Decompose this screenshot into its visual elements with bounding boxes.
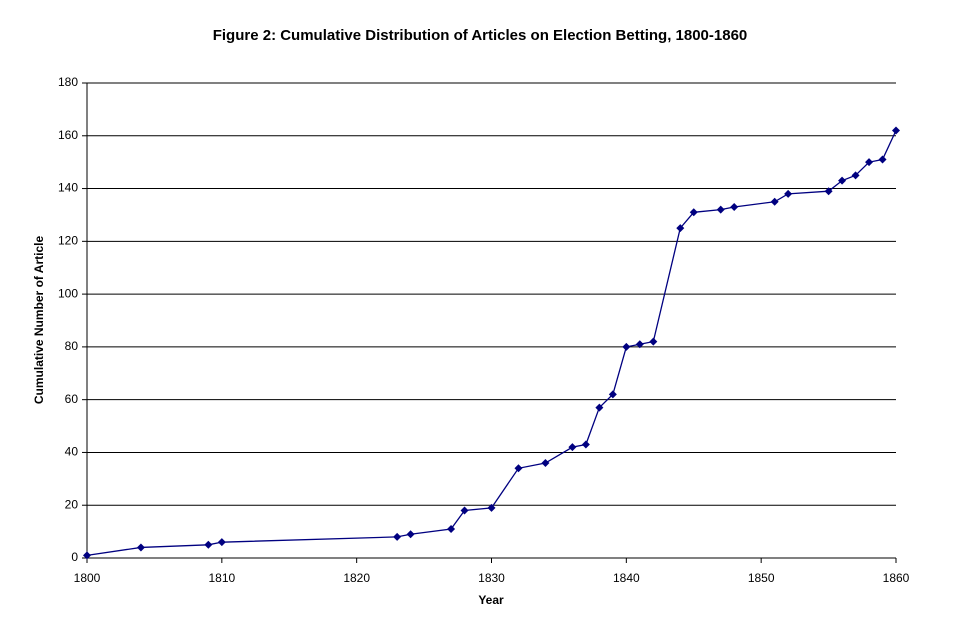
y-tick-label: 120: [58, 234, 78, 248]
y-tick-label: 40: [65, 445, 79, 459]
data-point: [541, 459, 550, 467]
x-tick-label: 1810: [208, 571, 235, 585]
data-point: [487, 503, 496, 512]
data-point: [838, 176, 847, 185]
x-tick-label: 1840: [613, 571, 640, 585]
y-tick-label: 20: [65, 497, 79, 511]
x-tick-label: 1800: [74, 571, 101, 585]
data-point: [851, 171, 860, 180]
data-point: [892, 126, 900, 135]
data-point: [878, 155, 887, 164]
data-point: [865, 158, 874, 167]
data-point: [730, 203, 739, 212]
data-point: [824, 187, 833, 196]
y-tick-label: 100: [58, 286, 78, 300]
data-point: [447, 524, 456, 533]
data-point: [393, 532, 402, 541]
data-line: [86, 130, 897, 557]
data-point: [716, 205, 725, 214]
y-tick-label: 160: [58, 128, 78, 142]
data-point: [204, 540, 213, 549]
data-point: [635, 340, 644, 349]
y-tick-label: 60: [65, 392, 79, 406]
data-point: [770, 197, 779, 206]
data-point: [406, 530, 415, 539]
x-tick-label: 1860: [883, 571, 910, 585]
data-point: [568, 443, 577, 452]
data-point: [460, 506, 469, 515]
data-point: [784, 189, 793, 198]
y-axis-label: Cumulative Number of Article: [32, 236, 46, 405]
data-point: [608, 390, 617, 399]
data-point: [83, 551, 91, 560]
x-axis-label: Year: [478, 593, 504, 607]
data-point: [689, 208, 698, 217]
x-tick-label: 1850: [748, 571, 775, 585]
data-point: [622, 342, 631, 351]
data-point: [581, 440, 590, 449]
data-point: [595, 403, 604, 412]
data-point: [136, 543, 145, 552]
y-tick-label: 140: [58, 181, 78, 195]
data-point: [514, 464, 523, 473]
x-tick-label: 1820: [343, 571, 370, 585]
x-tick-label: 1830: [478, 571, 505, 585]
data-point: [649, 337, 658, 346]
data-point: [217, 538, 226, 547]
data-point: [676, 224, 685, 233]
chart-title: Figure 2: Cumulative Distribution of Art…: [213, 27, 748, 44]
y-tick-label: 0: [71, 550, 78, 564]
y-tick-label: 80: [65, 339, 79, 353]
y-tick-label: 180: [58, 75, 78, 89]
